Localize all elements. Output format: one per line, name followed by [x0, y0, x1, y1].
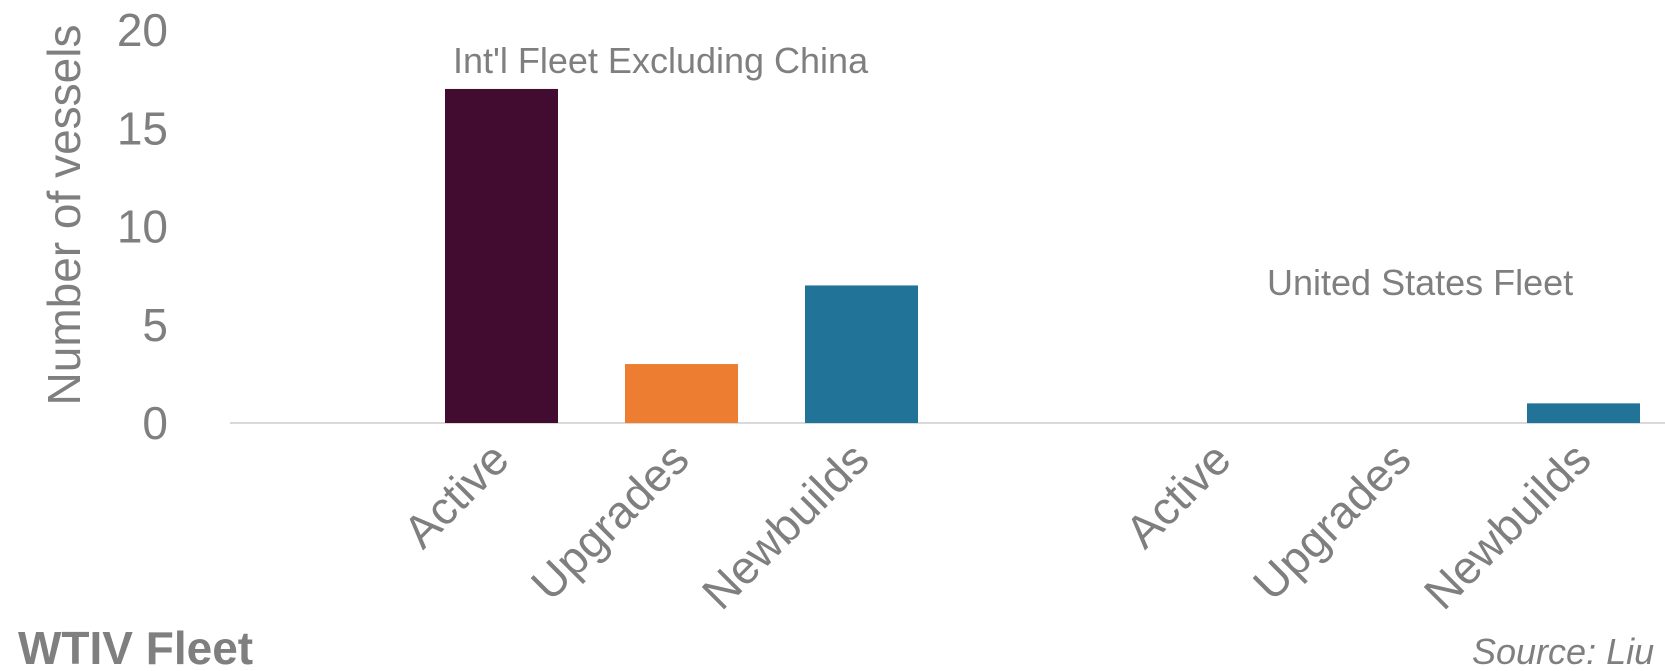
- y-tick-label: 20: [117, 4, 168, 56]
- y-tick-label: 15: [117, 102, 168, 154]
- bar-intl-upgrades: [625, 364, 738, 423]
- x-tick-label: Upgrades: [1243, 432, 1421, 610]
- x-tick-label: Newbuilds: [1414, 432, 1601, 619]
- bar-intl-active: [445, 88, 558, 423]
- y-axis-title: Number of vessels: [38, 25, 90, 406]
- y-tick-label: 0: [142, 397, 168, 449]
- bar-us-newbuilds: [1527, 403, 1640, 423]
- x-tick-label: Upgrades: [521, 432, 699, 610]
- y-tick-label: 5: [142, 299, 168, 351]
- bar-intl-newbuilds: [805, 285, 918, 423]
- y-tick-label: 10: [117, 201, 168, 253]
- x-tick-label: Newbuilds: [692, 432, 879, 619]
- x-tick-label: Active: [1115, 432, 1240, 557]
- y-axis-ticks: 0 5 10 15 20: [117, 4, 168, 449]
- x-tick-label: Active: [393, 432, 518, 557]
- source-note: Source: Liu: [1472, 631, 1654, 671]
- group-label: United States Fleet: [1267, 262, 1573, 303]
- group-label: Int'l Fleet Excluding China: [453, 40, 869, 81]
- bars: [445, 88, 1640, 423]
- group-labels: Int'l Fleet Excluding China United States…: [453, 40, 1573, 303]
- chart-footer-title: WTIV Fleet: [18, 622, 253, 671]
